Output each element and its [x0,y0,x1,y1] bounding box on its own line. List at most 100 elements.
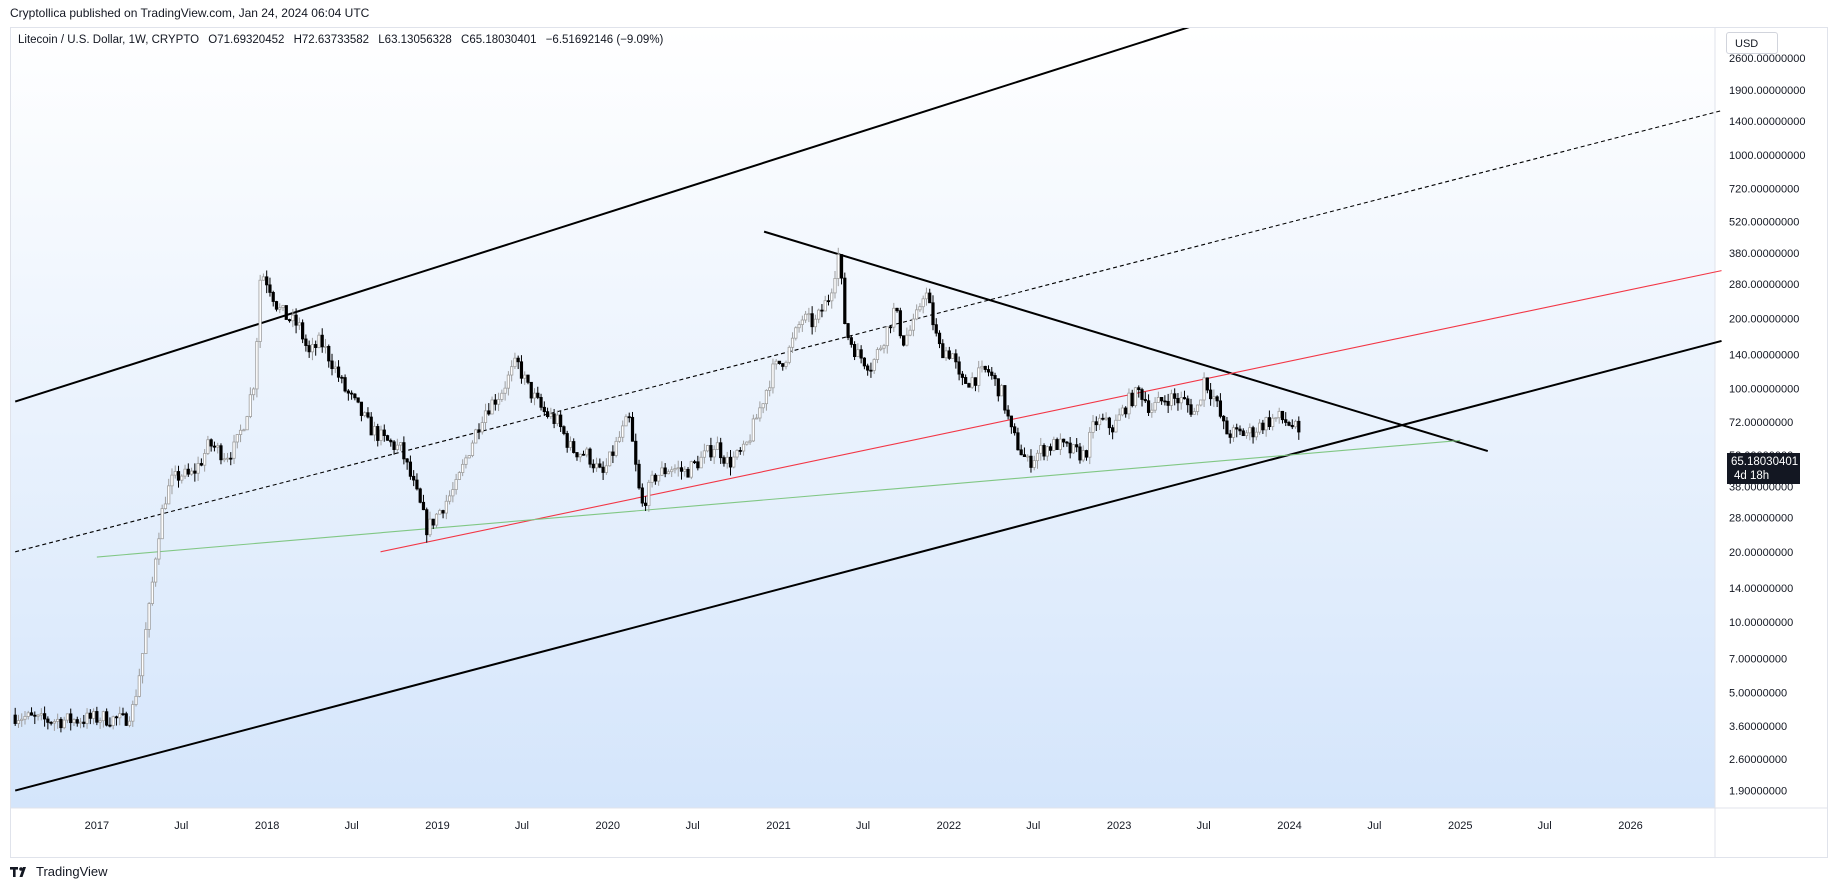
candle-body [572,441,576,453]
candle-body [670,469,674,473]
symbol-name: Litecoin / U.S. Dollar, 1W, CRYPTO [18,34,200,46]
candle [653,473,657,485]
price-chart[interactable]: 2600.00000000 1900.00000000 1400.00000000 1… [11,28,1827,857]
candle-body [1235,427,1239,430]
candle [301,319,305,344]
candle [105,708,109,727]
candle [934,318,938,337]
chart-frame[interactable]: 2600.00000000 1900.00000000 1400.00000000 1… [10,27,1828,858]
candle [170,468,174,495]
candle-body [297,322,301,326]
candle [1156,391,1160,403]
candle [323,338,328,354]
candle-body [408,461,413,477]
currency-selector[interactable]: USD [1726,32,1778,54]
price-axis[interactable]: 2600.00000000 1900.00000000 1400.00000000 1… [1729,53,1805,797]
candle [673,464,677,474]
candle-body [1202,377,1206,401]
candle [719,437,723,464]
candle [761,403,765,414]
candle [911,313,915,337]
candle [176,465,181,488]
candle [735,449,739,460]
candle [1166,393,1170,414]
ohlc-open: O71.69320452 [208,34,285,46]
brand-footer[interactable]: TradingView [10,864,108,879]
candle-body [399,442,403,446]
candle-body [565,433,569,448]
candle [784,360,788,370]
candle-body [634,440,638,465]
candle [532,388,537,406]
price-tick-label: 200.00000000 [1729,313,1799,325]
green-trendline-line [96,439,1461,558]
candle [519,355,524,384]
candle [908,325,912,337]
candle-body [640,487,644,504]
candle-body [20,718,24,721]
candle-body [1075,444,1079,448]
candle [56,713,60,729]
candle [882,343,886,354]
candle-body [908,329,912,336]
candle-body [950,353,955,359]
candle-body [382,429,386,436]
candle-body [336,366,341,378]
candle-body [483,410,488,423]
candle-body [882,345,886,349]
candle-body [875,349,880,360]
candle-body [252,388,256,396]
time-tick-label: 2026 [1618,820,1642,832]
candle-body [1029,455,1033,468]
candle [503,381,507,401]
candle [258,274,262,349]
lower-channel-line [14,339,1722,792]
candle [1035,449,1040,469]
candle [937,330,942,349]
candle-body [379,429,383,441]
candle-body [1120,407,1125,416]
candle-body [1078,446,1082,461]
candle [666,469,671,475]
candle [1052,436,1056,452]
candle [1251,425,1255,444]
candle-body [444,500,448,514]
candle-body [1133,387,1138,407]
candle-body [425,509,429,536]
candle [810,306,814,335]
candle [147,602,151,638]
candle-body [614,440,618,456]
candle [444,494,448,520]
tradingview-logo-icon [10,866,26,877]
candle-body [49,721,53,724]
time-axis[interactable]: 2017 Jul 2018 Jul 2019 Jul 2020 Jul 2021 Jul 2022 J… [85,820,1643,832]
candle [804,310,808,323]
candle-body [679,467,684,472]
candle [1290,419,1294,430]
candle-body [931,302,935,326]
candle [1202,372,1206,407]
time-tick-label: Jul [1197,820,1211,832]
candle [1182,390,1187,400]
candle-body [1084,450,1089,458]
candle-body [888,326,893,329]
candle [529,381,533,403]
candle-body [751,418,755,442]
candle-body [1009,415,1013,428]
candle [216,442,220,454]
candle-body [317,334,321,348]
candle [728,449,733,476]
candle-body [281,305,285,309]
candle [777,360,782,365]
candle-body [826,300,831,303]
candle-body [500,392,504,400]
candle-body [78,721,83,724]
candle-body [928,292,932,304]
candle-body [13,714,17,724]
candle-body [1006,409,1010,417]
candle-body [853,344,857,358]
candle [800,315,804,332]
candle-body [692,461,697,464]
candle-body [960,373,964,378]
candle-body [591,463,595,469]
